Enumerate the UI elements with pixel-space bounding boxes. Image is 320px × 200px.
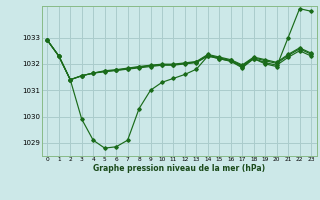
- X-axis label: Graphe pression niveau de la mer (hPa): Graphe pression niveau de la mer (hPa): [93, 164, 265, 173]
